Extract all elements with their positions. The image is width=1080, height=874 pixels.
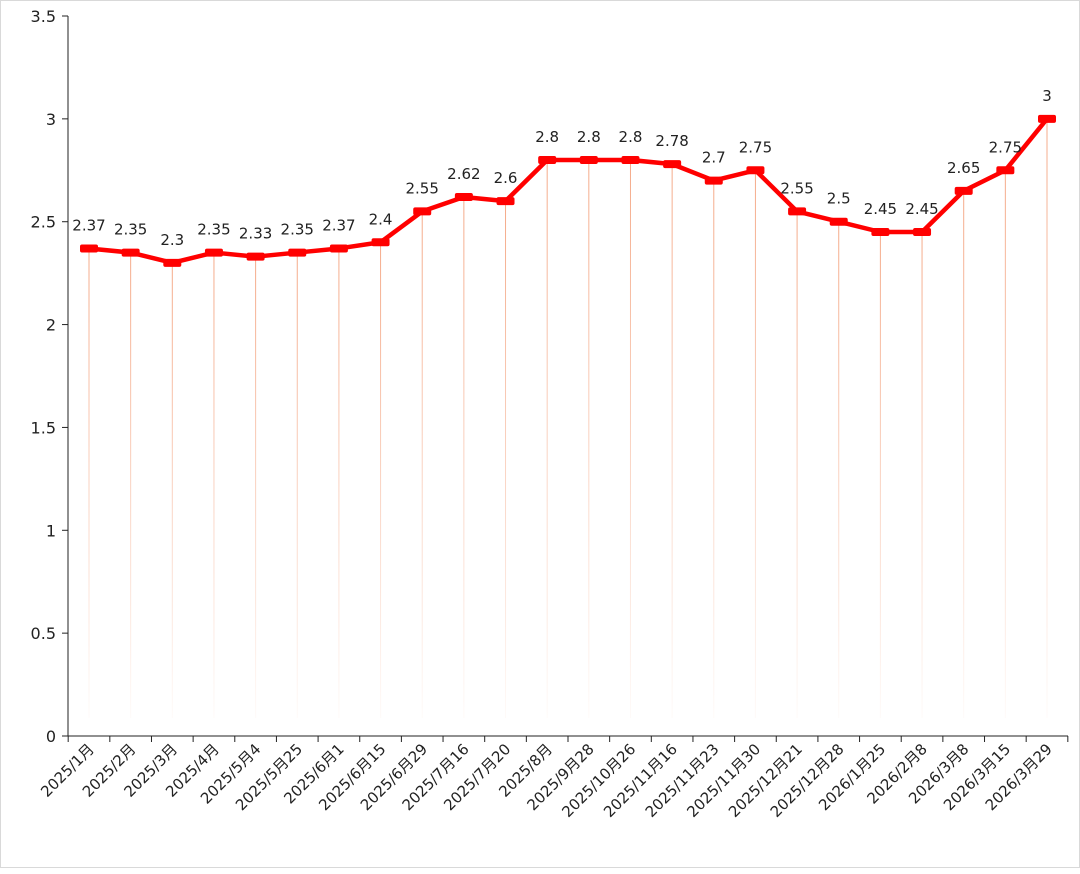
data-label: 2.3 [160, 231, 184, 249]
data-label: 2.75 [989, 138, 1022, 156]
data-label: 3 [1042, 87, 1052, 105]
data-label: 2.33 [239, 225, 272, 243]
series-line [80, 114, 1056, 267]
data-label: 2.37 [72, 216, 105, 234]
data-point [413, 207, 432, 216]
data-label: 2.7 [702, 149, 726, 167]
data-point [371, 238, 390, 247]
data-label: 2.45 [864, 200, 897, 218]
data-label: 2.62 [447, 165, 480, 183]
drop-line [255, 256, 257, 718]
data-point [788, 207, 807, 216]
drop-line [1046, 118, 1048, 719]
y-tick-label: 3.5 [31, 7, 56, 26]
drop-line [88, 248, 90, 718]
data-point [163, 258, 182, 267]
drop-line [713, 180, 715, 719]
data-label: 2.75 [739, 138, 772, 156]
drop-line [671, 164, 673, 719]
drop-line [296, 252, 298, 719]
data-point [954, 186, 973, 195]
drop-line [921, 232, 923, 718]
data-label: 2.8 [619, 128, 643, 146]
y-tick-label: 0 [46, 727, 56, 746]
data-point [621, 156, 640, 164]
data-label: 2.55 [780, 179, 813, 197]
data-point [871, 228, 890, 236]
data-label: 2.78 [655, 132, 688, 150]
y-tick-label: 3 [46, 110, 56, 129]
drop-line [421, 211, 423, 718]
drop-line [130, 252, 132, 719]
data-point [204, 248, 223, 257]
data-point [704, 176, 723, 185]
y-tick-label: 1.5 [31, 418, 56, 437]
drop-line [380, 242, 382, 719]
y-tick-label: 0.5 [31, 624, 56, 643]
data-point [913, 228, 932, 236]
drop-line [796, 211, 798, 718]
data-point [80, 244, 98, 253]
data-point [288, 248, 307, 257]
data-label: 2.5 [827, 190, 851, 208]
data-label: 2.45 [905, 200, 938, 218]
drop-line [963, 190, 965, 718]
data-point [496, 197, 515, 206]
drop-line [505, 201, 507, 719]
data-point [538, 156, 557, 164]
data-label: 2.4 [369, 210, 393, 228]
drop-line [588, 160, 590, 718]
data-label: 2.55 [406, 179, 439, 197]
data-label: 2.35 [114, 221, 147, 239]
drop-lines [88, 118, 1048, 719]
data-label: 2.65 [947, 159, 980, 177]
drop-line [629, 160, 631, 718]
data-point [829, 217, 848, 226]
data-point [454, 193, 473, 202]
data-point [996, 166, 1015, 175]
y-tick-label: 2.5 [31, 213, 56, 232]
data-point [329, 244, 348, 253]
drop-line [879, 232, 881, 718]
series-polyline [86, 116, 1050, 266]
data-label: 2.8 [535, 128, 559, 146]
data-label: 2.37 [322, 216, 355, 234]
data-label: 2.8 [577, 128, 601, 146]
data-point [121, 248, 140, 257]
y-tick-label: 1 [46, 521, 56, 540]
data-point [1038, 114, 1056, 123]
drop-line [338, 248, 340, 718]
data-point [746, 166, 765, 175]
drop-line [838, 221, 840, 718]
drop-line [754, 170, 756, 719]
data-point [663, 160, 682, 169]
data-label: 2.35 [197, 221, 230, 239]
y-tick-label: 2 [46, 316, 56, 335]
data-point [246, 252, 265, 261]
drop-line [213, 252, 215, 719]
data-point [579, 156, 598, 164]
drop-line [1004, 170, 1006, 719]
drop-line [463, 197, 465, 718]
data-label: 2.6 [494, 169, 518, 187]
drop-line [546, 160, 548, 718]
drop-line [171, 262, 173, 718]
data-label: 2.35 [281, 221, 314, 239]
data-labels: 2.37 2.35 2.3 2.35 2.33 2.35 2.37 2.4 2.55 2.62 2.… [72, 87, 1051, 249]
